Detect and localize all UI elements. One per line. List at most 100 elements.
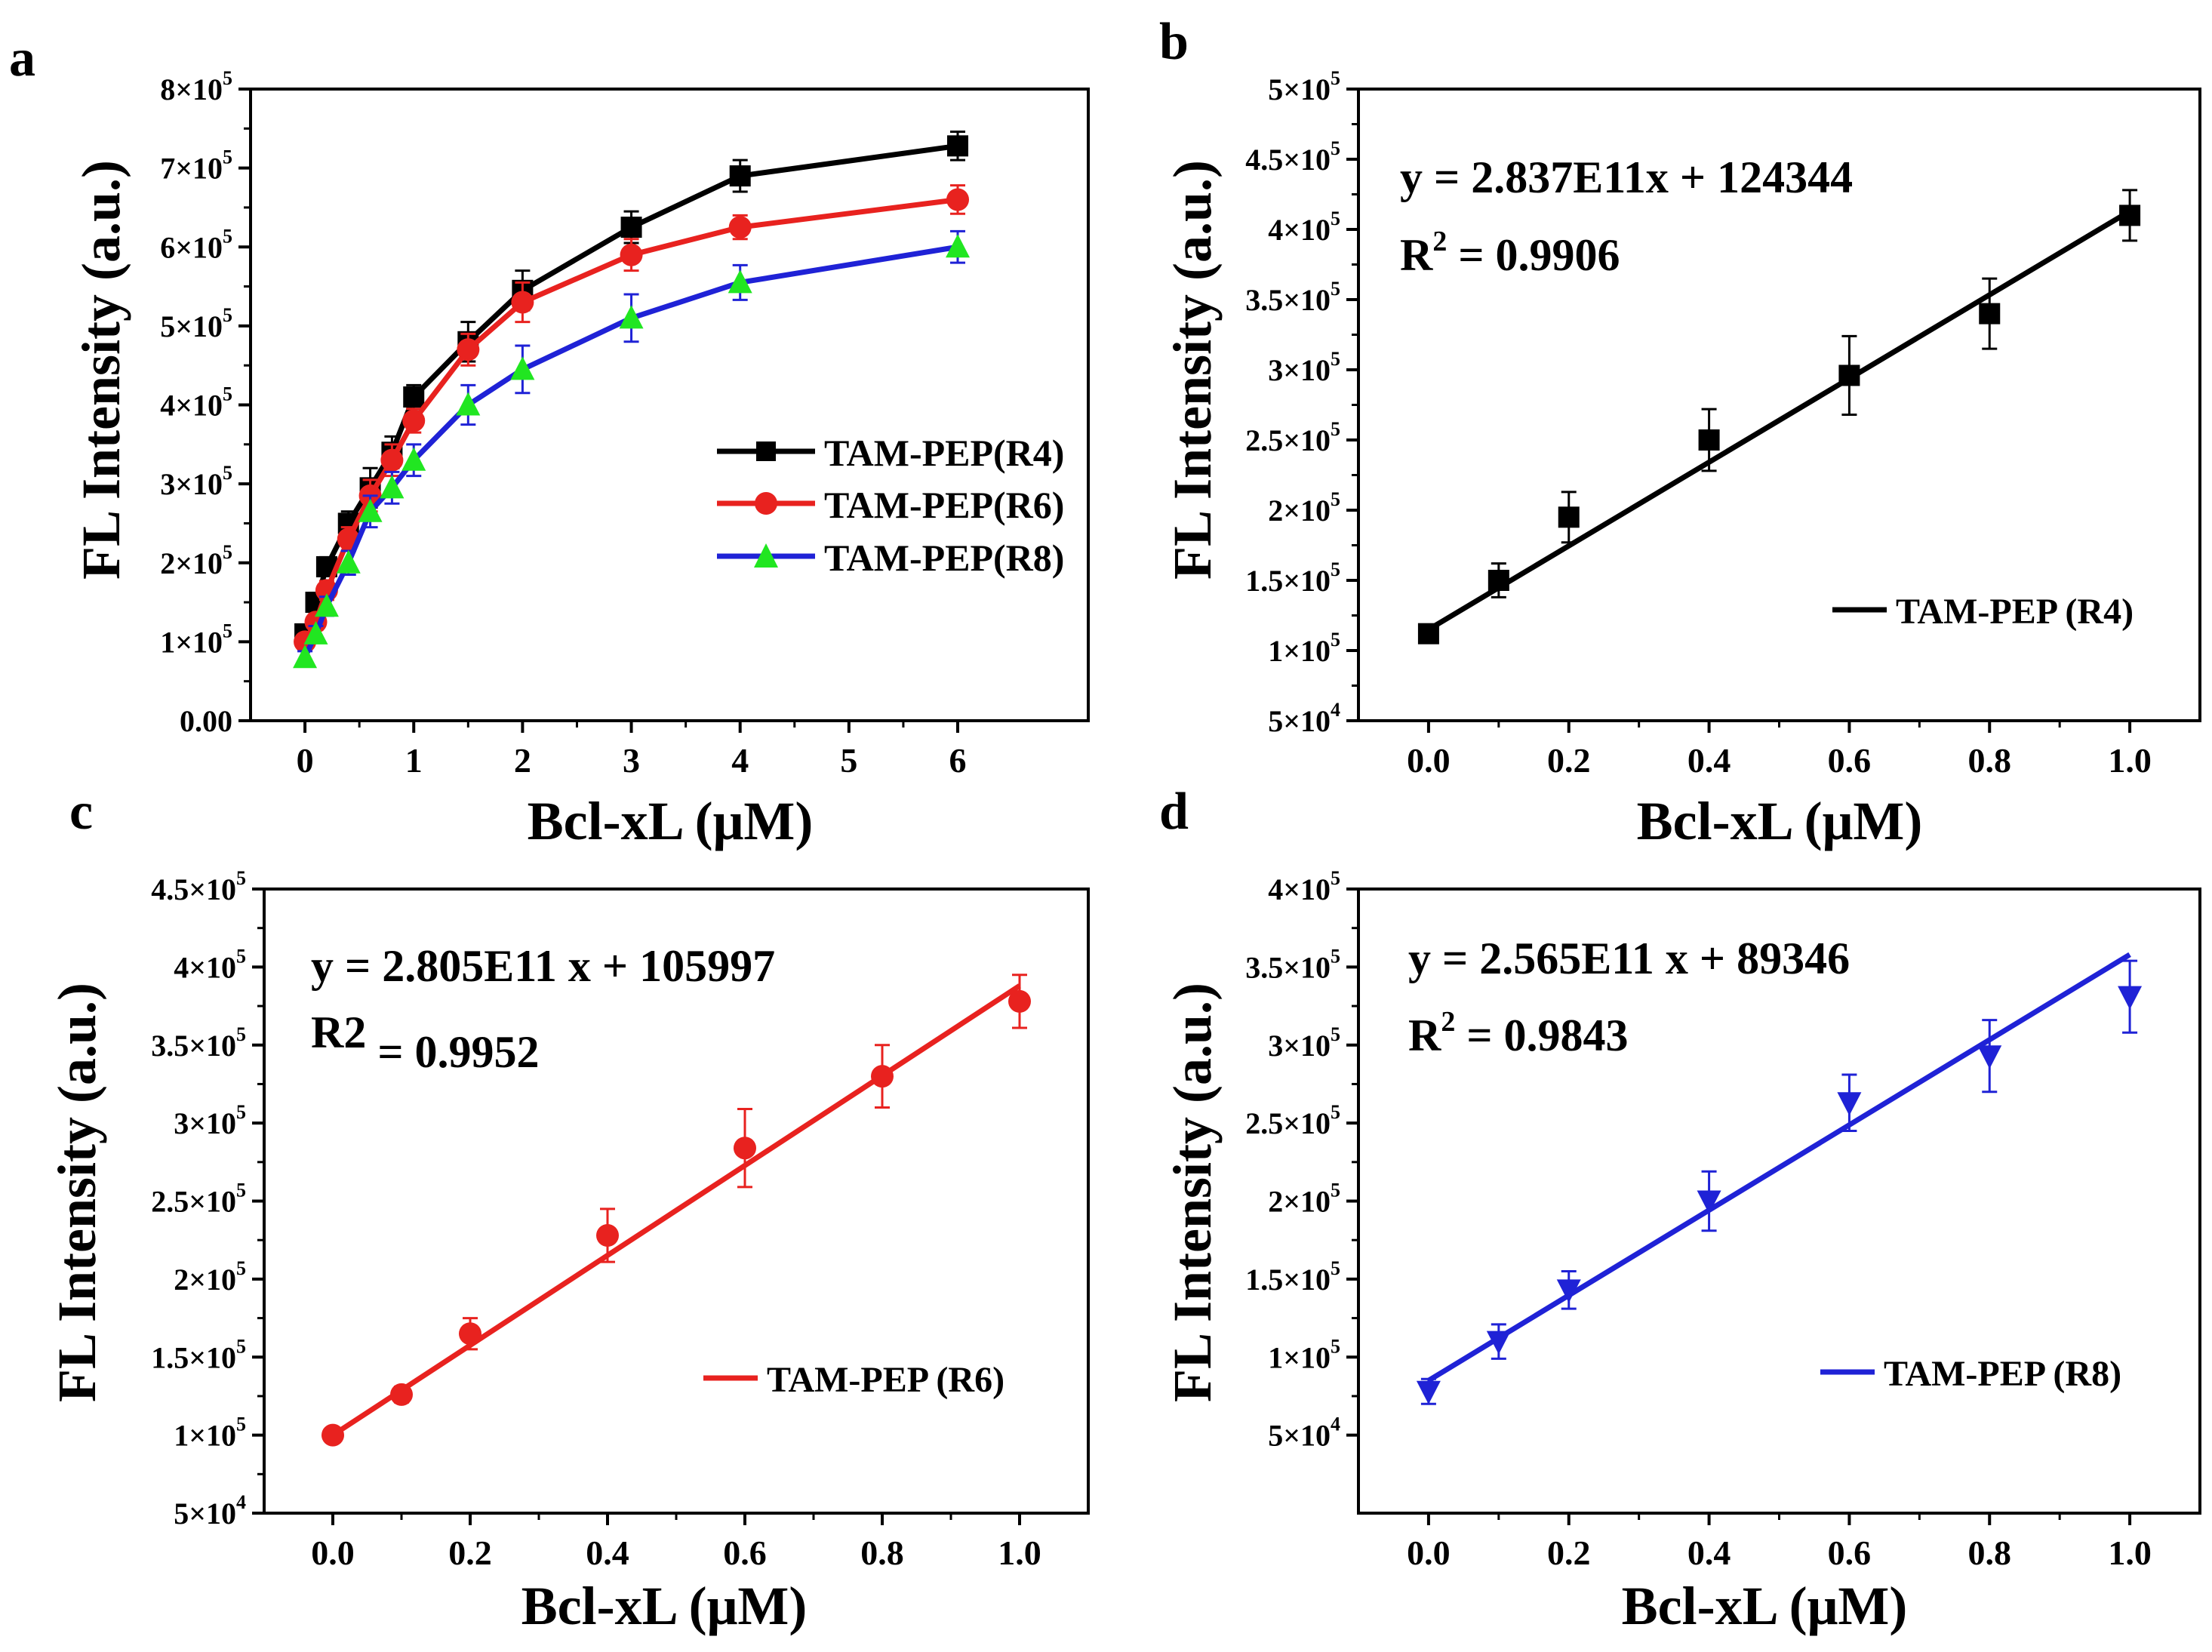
data-point [620,243,643,266]
x-tick-label: 1.0 [2108,741,2152,780]
panel-d-label: d [1159,783,1189,841]
data-point [946,188,970,211]
data-point [728,216,752,239]
x-tick-label: 0 [297,741,314,780]
y-tick-label: 5×104 [1268,699,1340,738]
panel-d-plot: 0.0 0.2 0.4 0.6 0.8 1.0 5×104 1×105 1.5×105 2×105… [1245,867,2201,1572]
panel-a-legend: TAM-PEP(R4) TAM-PEP(R6) TAM-PEP(R8) [717,432,1064,579]
legend-label: TAM-PEP (R8) [1884,1354,2121,1394]
data-point [1486,1331,1511,1355]
y-tick-label: 3×105 [160,462,232,501]
data-point [2119,205,2141,226]
legend-label-r4: TAM-PEP(R4) [824,432,1064,474]
legend-label: TAM-PEP (R6) [767,1360,1004,1400]
y-tick-label: 3.5×105 [1245,945,1340,984]
data-point [456,392,481,416]
data-point [303,620,328,644]
x-tick-label: 6 [949,741,967,780]
legend-marker-r8 [754,543,778,568]
panel-b-equation: y = 2.837E11x + 124344 [1400,152,1853,202]
y-tick-label: 3.5×105 [151,1023,246,1063]
data-point [2118,986,2143,1010]
x-tick-label: 1.0 [2108,1534,2152,1572]
x-tick-label: 5 [840,741,857,780]
data-point [358,498,383,522]
panel-b-xlabel: Bcl-xL (μM) [1637,791,1923,851]
panel-a: a FL Intensity (a.u.) Bcl-xL (μM) 0 1 2 3 4 5… [9,29,1090,851]
panel-c-r2: R2 = 0.9952 [311,1008,540,1077]
y-tick-label: 2×105 [1268,488,1340,528]
y-tick-label: 3.5×105 [1245,278,1340,317]
x-tick-label: 0.8 [1968,741,2012,780]
panel-c-ylabel: FL Intensity (a.u.) [47,983,107,1402]
y-tick-label: 2.5×105 [1245,418,1340,457]
y-tick-label: 4.5×105 [151,867,246,906]
data-point [734,1137,756,1160]
data-point [403,386,425,408]
panel-c-label: c [69,783,93,841]
y-tick-label: 1×105 [1268,1335,1340,1374]
y-tick-label: 0.00 [180,704,232,738]
y-tick-label: 1.5×105 [1245,1257,1340,1297]
y-tick-label: 1×105 [1268,629,1340,668]
y-tick-label: 5×104 [1268,1414,1340,1453]
data-point [511,291,534,314]
y-tick-label: 1×105 [174,1414,246,1453]
data-point [321,1423,344,1447]
panel-a-label: a [9,29,35,88]
x-tick-label: 0.0 [1407,741,1451,780]
panel-a-ylabel: FL Intensity (a.u.) [71,160,131,580]
panel-d-equation: y = 2.565E11 x + 89346 [1408,934,1850,983]
x-tick-label: 0.8 [860,1534,904,1572]
legend-label-r8: TAM-PEP(R8) [824,537,1064,579]
data-point [380,448,404,472]
data-point [1697,1190,1721,1214]
x-tick-label: 1 [405,741,423,780]
y-tick-label: 1×105 [160,620,232,659]
y-tick-label: 4×105 [1268,208,1340,247]
x-tick-label: 0.6 [1828,1534,1872,1572]
y-tick-label: 3×105 [1268,1023,1340,1063]
y-tick-label: 2×105 [174,1257,246,1297]
fit-line [1427,208,2131,632]
data-point [871,1065,894,1088]
y-tick-label: 1.5×105 [1245,558,1340,598]
panel-b-ylabel: FL Intensity (a.u.) [1162,160,1223,580]
data-point [293,644,318,669]
y-tick-label: 2×105 [160,541,232,580]
y-tick-label: 4×105 [160,383,232,423]
panel-c-xlabel: Bcl-xL (μM) [521,1576,808,1636]
panel-d-legend: TAM-PEP (R8) [1820,1354,2121,1394]
x-tick-label: 1.0 [998,1534,1041,1572]
panel-d: d FL Intensity (a.u.) Bcl-xL (μM) 0.0 0.2… [1159,783,2201,1636]
data-point [1977,1045,2002,1069]
x-tick-label: 4 [731,741,749,780]
data-point [619,305,644,329]
panel-c-legend: TAM-PEP (R6) [703,1360,1004,1400]
panel-b: b FL Intensity (a.u.) Bcl-xL (μM) 0.0 0.2… [1159,13,2201,851]
data-point [596,1223,619,1247]
data-point [947,135,969,157]
fit-line [1427,952,2131,1383]
plot-frame [249,88,1090,722]
data-point [1838,365,1860,386]
panel-d-xlabel: Bcl-xL (μM) [1622,1576,1908,1636]
data-point [1556,1279,1581,1303]
data-point [510,356,535,380]
x-tick-label: 0.6 [1828,741,1872,780]
x-tick-label: 0.4 [1687,1534,1731,1572]
x-tick-label: 0.0 [311,1534,355,1572]
panel-a-plot: 0 1 2 3 4 5 6 0.00 1×105 2×105 3×105 4×105 5×105 6×10… [160,67,1090,780]
y-tick-label: 2×105 [1268,1180,1340,1219]
data-point [380,475,405,499]
data-point [1487,570,1509,591]
y-tick-label: 1.5×105 [151,1335,246,1374]
y-tick-label: 4×105 [174,945,246,984]
data-point [401,447,426,471]
data-point [314,593,339,617]
data-point [728,269,752,294]
panel-c: c FL Intensity (a.u.) Bcl-xL (μM) 0.0 0.2… [47,783,1090,1636]
data-point [946,234,971,258]
fit-line [331,983,1021,1438]
y-tick-label: 5×105 [160,304,232,343]
